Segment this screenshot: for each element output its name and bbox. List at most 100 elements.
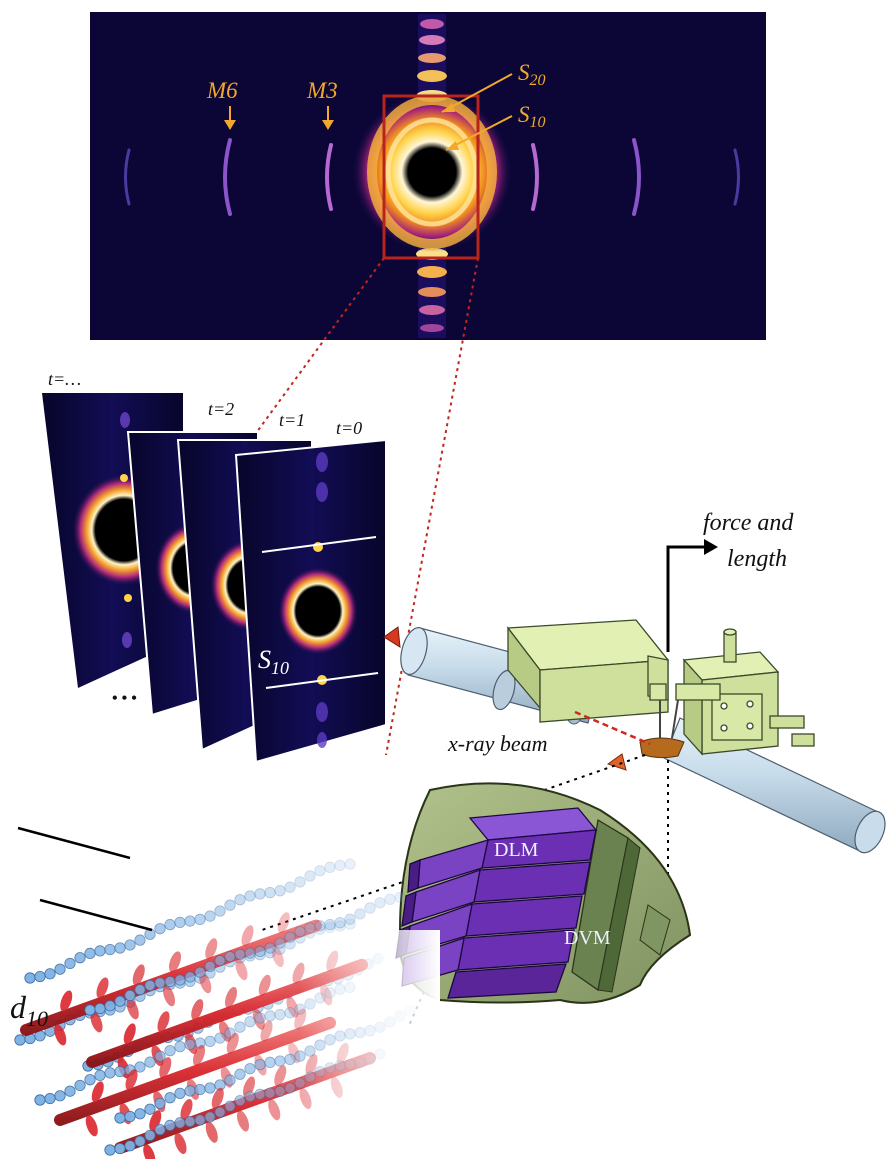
myosin-head [159,1057,172,1079]
filament-fade [300,930,440,1110]
myosin-head [277,912,290,934]
actin-bead [234,948,246,960]
myosin-head [199,972,212,994]
actin-bead [324,861,336,873]
myosin-head [60,990,73,1012]
actin-bead [264,942,276,954]
actin-bead [154,1050,166,1062]
m3-label: M3 [306,78,338,103]
force-length-arrow [666,539,718,652]
myosin-head [192,1044,206,1066]
actin-bead [234,1021,246,1033]
actin-bead [204,1111,216,1123]
myosin-head [205,938,218,960]
actin-bead [314,920,326,932]
myosin-head [271,946,284,968]
actin-bead [154,923,166,935]
actin-bead [154,1097,166,1110]
actin-bead [284,881,296,893]
actin-bead [334,917,346,929]
myosin-head [241,925,254,947]
actin-bead [204,1035,216,1047]
actin-bead [294,876,306,888]
actin-bead [114,995,126,1007]
actin-bead [84,1074,96,1086]
actin-bead [324,919,336,931]
actin-bead [54,1090,66,1102]
actin-bead [344,858,356,870]
actin-bead [264,1087,276,1099]
myosin-head [126,998,139,1020]
frame-stack: t=… t=2 t=1 t=0 • • • S10 [42,369,387,764]
myosin-head [180,1099,193,1120]
actin-bead [24,972,36,984]
actin-bead [144,1103,156,1115]
actin-bead [164,1092,176,1104]
myosin-head [123,1023,136,1045]
myosin-head [258,974,271,996]
s10-label: S10 [518,102,546,131]
actin-bead [164,1045,176,1057]
actin-bead [244,1063,256,1075]
actin-bead [254,1059,266,1071]
actin-bead [284,1007,296,1019]
actin-bead [174,974,186,986]
myosin-head [125,1069,138,1091]
actin-bead [234,894,246,906]
myosin-head [236,1110,250,1132]
actin-bead [254,1012,266,1024]
t-dots-label: t=… [48,369,81,389]
actin-bead [384,893,396,905]
actin-bead [394,891,406,904]
actin-bead [154,977,166,989]
actin-bead [94,1002,106,1015]
actin-bead [354,908,366,920]
actin-bead [64,957,76,970]
actin-bead [104,1144,116,1156]
actin-bead [134,1135,146,1147]
actin-bead [244,1016,256,1028]
zoom-connectors [239,257,479,756]
apparatus: force and length x-ray beam [383,510,886,854]
actin-bead [374,897,386,909]
actin-bead [114,1065,126,1078]
actin-bead [94,1069,106,1082]
dvm-block [571,818,671,993]
actin-bead [224,1074,236,1086]
actin-bead [34,1094,46,1106]
actin-bead [194,1114,206,1126]
actin-bead [224,951,236,963]
actin-bead [164,1119,176,1132]
myosin-head [174,1133,187,1154]
actin-bead [344,918,356,930]
actin-bead [184,915,196,927]
actin-bead [264,1056,276,1068]
actin-bead [204,910,216,922]
actin-bead [44,968,56,980]
motor-block [506,619,670,723]
m6-label: M6 [206,78,238,103]
actin-bead [114,1142,126,1155]
actin-bead [164,975,176,988]
actin-bead [124,1140,136,1152]
actin-bead [44,1092,56,1105]
s20-label: S20 [518,60,546,89]
myosin-head [54,1024,67,1046]
actin-bead [344,913,356,925]
actin-bead [134,1108,146,1120]
t2-label: t=2 [208,399,234,419]
actin-bead [134,1061,146,1073]
actin-bead [124,989,136,1002]
actin-bead [274,937,286,949]
t0-label: t=0 [336,418,362,438]
actin-bead [244,1091,256,1103]
myosin-head [226,1032,239,1054]
actin-bead [114,1112,126,1124]
muscle-section: DLM DVM [395,782,692,1004]
d10-marker [17,826,153,932]
length-label: length [727,546,787,572]
selection-box [382,94,480,260]
actin-bead [124,939,136,951]
